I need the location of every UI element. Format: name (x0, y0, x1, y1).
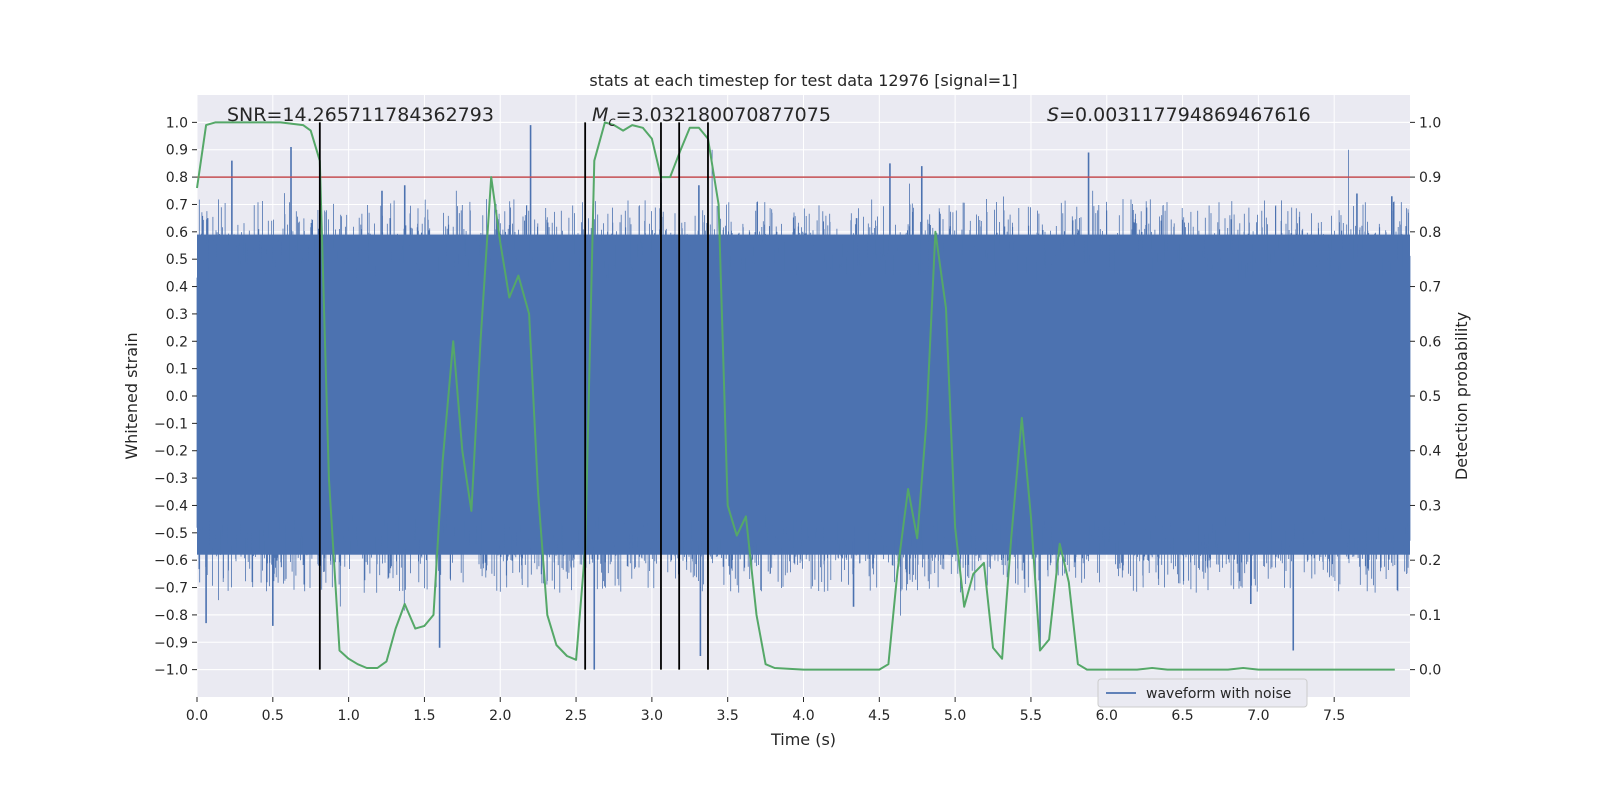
right-tick-label-10: 0.0 (1419, 663, 1441, 679)
left-tick-label-5: 0.5 (166, 252, 188, 268)
right-tick-label-6: 0.4 (1419, 444, 1441, 460)
right-tick-label-5: 0.5 (1419, 389, 1441, 405)
left-tick-label-12: −0.2 (154, 444, 188, 460)
left-tick-label-6: 0.4 (166, 280, 188, 296)
left-tick-label-17: −0.7 (154, 581, 188, 597)
s-symbol: S (1047, 104, 1059, 126)
left-tick-label-3: 0.7 (166, 197, 188, 213)
vertical-markers (318, 122, 709, 670)
x-tick-label-12: 6.0 (1096, 708, 1118, 724)
left-tick-label-2: 0.8 (166, 170, 188, 186)
right-tick-label-0: 1.0 (1419, 115, 1441, 131)
x-tick-label-4: 2.0 (489, 708, 511, 724)
left-tick-label-4: 0.6 (166, 225, 188, 241)
left-tick-label-7: 0.3 (166, 307, 188, 323)
probability-line (196, 121, 1395, 671)
right-tick-label-7: 0.3 (1419, 498, 1441, 514)
right-tick-label-3: 0.7 (1419, 280, 1441, 296)
x-tick-label-2: 1.0 (337, 708, 359, 724)
snr-annotation: SNR=14.265711784362793 (227, 104, 494, 126)
left-tick-label-13: −0.3 (154, 471, 188, 487)
x-tick-label-8: 4.0 (792, 708, 814, 724)
left-y-axis-label: Whitened strain (122, 332, 141, 459)
x-tick-label-11: 5.5 (1020, 708, 1042, 724)
legend: waveform with noise (1097, 678, 1308, 708)
x-tick-label-5: 2.5 (565, 708, 587, 724)
mc-value: =3.032180070877075 (616, 104, 831, 126)
left-tick-label-9: 0.1 (166, 362, 188, 378)
probability-series-group (196, 121, 1395, 671)
noise-waveform-line (196, 149, 1411, 616)
x-tick-label-10: 5.0 (944, 708, 966, 724)
right-tick-label-8: 0.2 (1419, 553, 1441, 569)
left-tick-label-19: −0.9 (154, 635, 188, 651)
left-tick-label-14: −0.4 (154, 498, 188, 514)
left-tick-label-15: −0.5 (154, 526, 188, 542)
left-tick-label-0: 1.0 (166, 115, 188, 131)
x-tick-label-15: 7.5 (1323, 708, 1345, 724)
left-tick-label-18: −0.8 (154, 608, 188, 624)
chart-title: stats at each timestep for test data 129… (589, 71, 1017, 90)
chirp-mass-annotation: Mc=3.032180070877075 (592, 104, 831, 130)
x-tick-label-0: 0.0 (186, 708, 208, 724)
x-tick-label-1: 0.5 (262, 708, 284, 724)
x-tick-label-13: 6.5 (1171, 708, 1193, 724)
noise-waveform-series (196, 125, 1411, 670)
x-tick-label-7: 3.5 (717, 708, 739, 724)
legend-box (1097, 678, 1308, 708)
s-annotation: S=0.003117794869467616 (1047, 104, 1311, 126)
mc-symbol: M (592, 104, 608, 126)
s-value: =0.003117794869467616 (1059, 104, 1311, 126)
left-tick-label-1: 0.9 (166, 143, 188, 159)
mc-subscript: c (608, 115, 615, 130)
right-y-axis-ticks: 1.0 0.9 0.8 0.7 0.6 0.5 0.4 0.3 0.2 0.1 0.0 (1410, 115, 1441, 679)
right-y-axis-label: Detection probability (1452, 312, 1471, 480)
left-tick-label-8: 0.2 (166, 334, 188, 350)
legend-label-noise: waveform with noise (1146, 686, 1291, 702)
left-y-axis-ticks: 1.0 0.9 0.8 0.7 0.6 0.5 0.4 0.3 0.2 0.1 0.0 −0.1 −0.… (154, 115, 197, 679)
x-axis-label: Time (s) (770, 730, 836, 749)
x-tick-label-9: 4.5 (868, 708, 890, 724)
right-tick-label-1: 0.9 (1419, 170, 1441, 186)
left-tick-label-11: −0.1 (154, 416, 188, 432)
x-tick-label-6: 3.0 (641, 708, 663, 724)
left-tick-label-10: 0.0 (166, 389, 188, 405)
left-tick-label-20: −1.0 (154, 663, 188, 679)
right-tick-label-4: 0.6 (1419, 334, 1441, 350)
right-tick-label-2: 0.8 (1419, 225, 1441, 241)
left-tick-label-16: −0.6 (154, 553, 188, 569)
x-tick-label-14: 7.0 (1247, 708, 1269, 724)
right-tick-label-9: 0.1 (1419, 608, 1441, 624)
x-tick-label-3: 1.5 (413, 708, 435, 724)
